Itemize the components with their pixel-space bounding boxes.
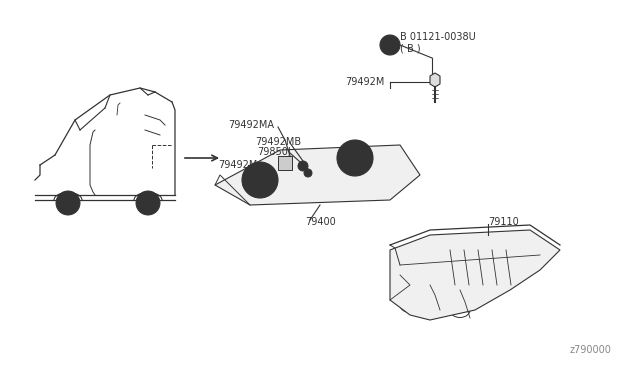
Text: B 01121-0038U
( B ): B 01121-0038U ( B )	[400, 32, 476, 54]
Text: z790000: z790000	[570, 345, 612, 355]
Text: 79492M: 79492M	[345, 77, 385, 87]
Circle shape	[298, 161, 308, 171]
Text: 79850J: 79850J	[257, 147, 291, 157]
Polygon shape	[215, 145, 420, 205]
Circle shape	[243, 182, 249, 188]
Polygon shape	[390, 230, 560, 320]
Circle shape	[380, 35, 400, 55]
Circle shape	[343, 146, 367, 170]
Circle shape	[56, 191, 80, 215]
Circle shape	[248, 168, 272, 192]
Circle shape	[242, 162, 278, 198]
FancyBboxPatch shape	[278, 156, 292, 170]
Text: 79110: 79110	[488, 217, 519, 227]
Polygon shape	[430, 73, 440, 87]
Text: 79492MA: 79492MA	[228, 120, 274, 130]
Text: 79400: 79400	[305, 217, 336, 227]
Text: B: B	[387, 41, 393, 49]
Circle shape	[304, 169, 312, 177]
Text: 79492M: 79492M	[218, 160, 257, 170]
Text: 79492MB: 79492MB	[255, 137, 301, 147]
Circle shape	[136, 191, 160, 215]
Circle shape	[337, 140, 373, 176]
